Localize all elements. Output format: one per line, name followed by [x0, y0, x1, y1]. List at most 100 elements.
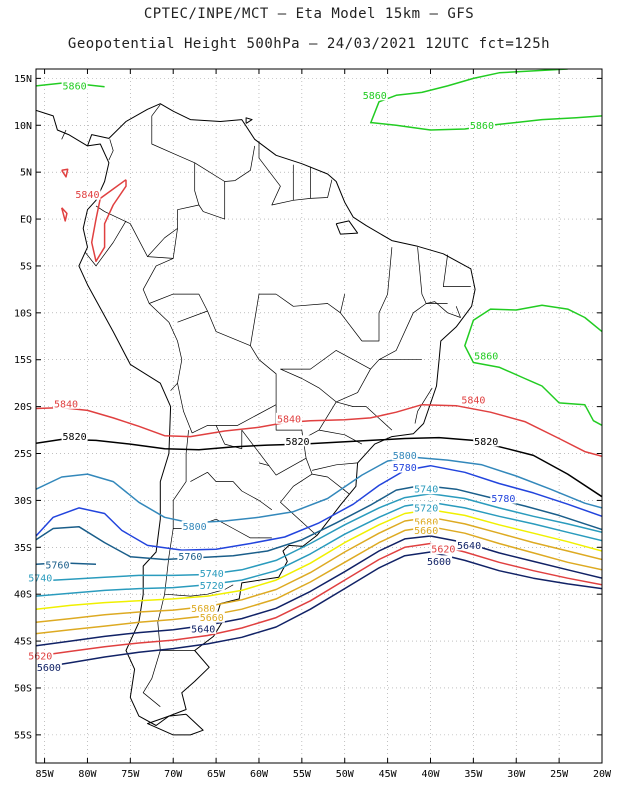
- contour-label-backdrop: [35, 661, 62, 673]
- lat-tick-label: 30S: [14, 496, 32, 507]
- lat-tick-label: 50S: [14, 683, 32, 694]
- country-state-border: [164, 584, 234, 597]
- country-state-border: [198, 181, 226, 220]
- contour-label: 5800: [393, 451, 417, 462]
- lat-tick-label: 40S: [14, 590, 32, 601]
- contour-label-backdrop: [413, 483, 440, 495]
- contour-label: 5820: [286, 437, 310, 448]
- contour-label: 5840: [461, 396, 485, 407]
- country-state-border: [442, 254, 471, 287]
- contour-label: 5840: [277, 414, 301, 425]
- contour-label: 5840: [54, 399, 78, 410]
- contour-label-backdrop: [391, 449, 418, 461]
- contour-label-backdrop: [61, 79, 88, 91]
- lat-tick-label: EQ: [20, 215, 32, 226]
- contour-5740: [36, 493, 602, 582]
- contour-label-backdrop: [61, 430, 88, 442]
- lat-tick-label: 55S: [14, 730, 32, 741]
- contour-label-backdrop: [391, 461, 418, 473]
- contour-label-backdrop: [74, 188, 101, 200]
- country-state-border: [312, 462, 358, 471]
- lat-tick-label: 45S: [14, 637, 32, 648]
- axis-ticks: 15N 10N 5N EQ 5S 10S 15S 20S 25S 30S 35S 40S 45S 50S 5…: [14, 69, 612, 780]
- lon-tick-label: 45W: [379, 769, 398, 780]
- lat-tick-label: 10N: [14, 121, 32, 132]
- map-title-line-1: CPTEC/INPE/MCT – Eta Model 15km – GFS: [143, 6, 475, 22]
- contour-label-backdrop: [473, 349, 500, 361]
- contour-label-backdrop: [190, 602, 217, 614]
- contour-5860: [464, 304, 602, 427]
- contour-label: 5820: [474, 437, 498, 448]
- lat-tick-label: 35S: [14, 543, 32, 554]
- country-state-border: [426, 301, 461, 318]
- contour-label: 5600: [427, 557, 451, 568]
- country-state-border: [340, 294, 346, 313]
- lat-tick-label: 5S: [20, 261, 32, 272]
- contour-label-backdrop: [473, 435, 500, 447]
- lat-tick-label: 10S: [14, 308, 32, 319]
- lon-tick-label: 70W: [164, 769, 183, 780]
- lon-tick-label: 40W: [421, 769, 440, 780]
- lat-tick-label: 15S: [14, 355, 32, 366]
- map-title-line-2: Geopotential Height 500hPa – 24/03/2021 …: [67, 36, 551, 52]
- lon-tick-label: 35W: [464, 769, 483, 780]
- country-state-border: [361, 247, 393, 342]
- contour-label: 5860: [63, 81, 87, 92]
- contour-label-backdrop: [275, 412, 302, 424]
- contour-label: 5660: [414, 526, 438, 537]
- contour-labels: 5860 5860 5860 5860 5840 5840 5840 5840 5820 5820…: [27, 79, 517, 674]
- plot-background: [36, 69, 602, 763]
- contour-label-backdrop: [44, 559, 71, 571]
- lon-tick-label: 25W: [550, 769, 569, 780]
- contour-label: 5600: [37, 663, 61, 674]
- contour-label-backdrop: [490, 492, 517, 504]
- contour-5720: [36, 501, 602, 597]
- contour-label: 5620: [431, 545, 455, 556]
- contour-label-backdrop: [413, 515, 440, 527]
- contour-5840: [36, 403, 602, 458]
- lon-tick-label: 80W: [78, 769, 97, 780]
- lon-tick-label: 55W: [293, 769, 312, 780]
- contour-5620: [36, 542, 602, 657]
- contour-label: 5640: [191, 624, 215, 635]
- country-state-border: [280, 368, 371, 403]
- contour-label: 5860: [363, 91, 387, 102]
- contour-label: 5860: [474, 351, 498, 362]
- contour-label-backdrop: [177, 550, 204, 562]
- coastline: [147, 713, 204, 736]
- contour-5840: [90, 179, 127, 263]
- country-state-border: [414, 387, 433, 424]
- contour-label: 5840: [75, 190, 99, 201]
- lon-tick-label: 60W: [250, 769, 269, 780]
- country-state-border: [149, 293, 208, 312]
- contour-5660: [36, 525, 602, 635]
- contour-label-backdrop: [27, 572, 54, 584]
- contour-label: 5740: [414, 485, 438, 496]
- contour-label: 5620: [28, 652, 52, 663]
- contour-label: 5680: [414, 517, 438, 528]
- country-state-border: [95, 104, 200, 259]
- contour-label-backdrop: [426, 555, 453, 567]
- lat-tick-label: 5N: [20, 168, 32, 179]
- contour-5780: [36, 464, 602, 551]
- contour-label: 5740: [28, 574, 52, 585]
- contour-label-backdrop: [181, 520, 208, 532]
- contour-label-backdrop: [430, 543, 457, 555]
- lon-tick-label: 85W: [36, 769, 55, 780]
- lon-tick-label: 75W: [121, 769, 140, 780]
- contour-label: 5640: [457, 541, 481, 552]
- plot-frame: [35, 68, 603, 764]
- contour-label-backdrop: [284, 435, 311, 447]
- contour-5820: [36, 436, 602, 498]
- lon-tick-label: 20W: [593, 769, 612, 780]
- contour-label: 5720: [200, 581, 224, 592]
- coastline: [245, 117, 253, 124]
- country-state-border: [142, 258, 183, 391]
- country-state-border: [84, 220, 127, 267]
- lon-tick-label: 50W: [336, 769, 355, 780]
- contour-label-backdrop: [190, 622, 217, 634]
- country-state-border: [301, 401, 393, 440]
- contour-label: 5800: [183, 522, 207, 533]
- contour-5680: [36, 516, 602, 624]
- contour-5800: [36, 456, 602, 524]
